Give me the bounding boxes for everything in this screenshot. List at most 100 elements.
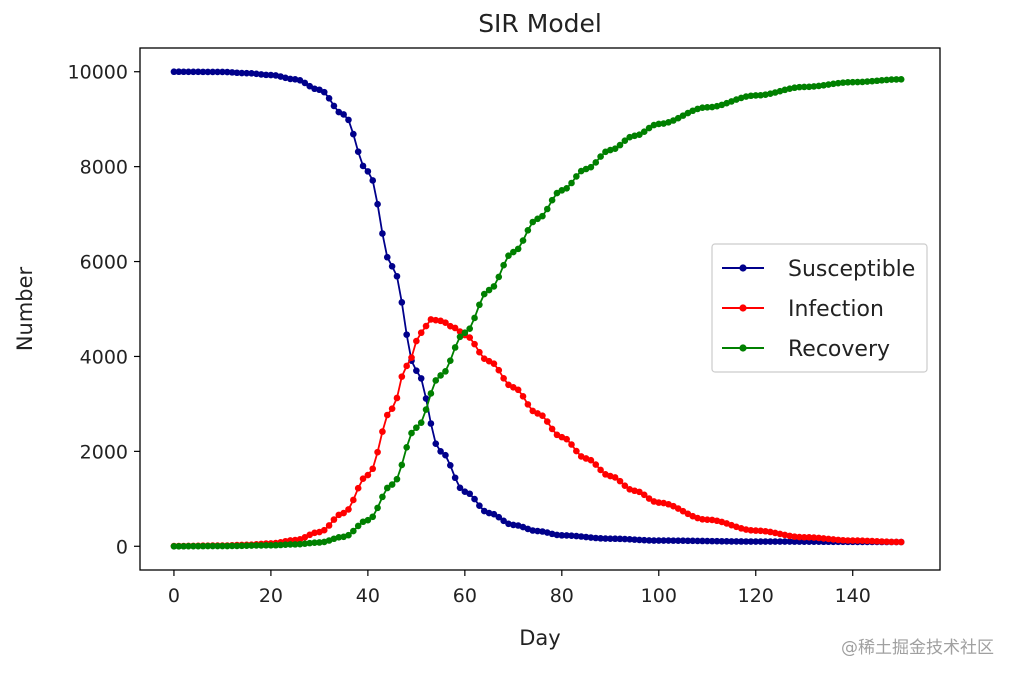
data-point <box>645 537 653 544</box>
data-point <box>199 68 207 76</box>
data-point <box>471 314 478 322</box>
data-point <box>694 537 701 545</box>
data-point <box>204 68 212 76</box>
data-point <box>820 535 827 542</box>
data-point <box>767 538 774 545</box>
data-point <box>757 527 764 535</box>
data-point <box>568 179 575 187</box>
data-point <box>888 538 895 546</box>
data-point <box>311 539 318 546</box>
data-point <box>233 69 241 77</box>
data-point <box>703 537 711 545</box>
data-point <box>214 68 221 76</box>
data-point <box>340 509 347 517</box>
data-point <box>718 537 726 545</box>
data-point <box>383 484 391 492</box>
data-point <box>330 102 338 110</box>
data-point <box>883 538 890 546</box>
data-point <box>209 68 217 76</box>
data-point <box>592 461 600 468</box>
data-point <box>364 168 372 175</box>
data-point <box>432 316 440 324</box>
data-point <box>587 163 595 171</box>
data-point <box>466 490 474 498</box>
data-point <box>723 538 730 545</box>
data-point <box>534 527 541 535</box>
data-point <box>476 502 483 509</box>
data-point <box>897 76 905 83</box>
data-point <box>510 384 517 391</box>
data-point <box>345 506 352 513</box>
data-point <box>422 406 430 413</box>
data-point <box>413 337 420 345</box>
data-point <box>233 542 241 550</box>
data-point <box>733 538 740 545</box>
data-point <box>296 540 304 548</box>
data-point <box>374 448 381 456</box>
data-point <box>408 429 415 437</box>
data-point <box>383 253 391 261</box>
data-point <box>379 428 386 435</box>
data-point <box>568 441 575 448</box>
data-point <box>573 173 580 180</box>
data-point <box>893 538 900 546</box>
x-tick-label: 80 <box>550 585 574 607</box>
data-point <box>190 68 197 76</box>
data-point <box>548 425 556 433</box>
data-point <box>529 218 537 226</box>
data-point <box>320 526 328 534</box>
y-tick-label: 8000 <box>80 157 128 179</box>
data-point <box>820 81 827 89</box>
data-point <box>524 227 532 234</box>
data-point <box>553 189 561 197</box>
data-point <box>699 515 706 523</box>
data-point <box>577 533 585 540</box>
data-point <box>830 80 837 88</box>
data-point <box>175 542 183 550</box>
data-point <box>568 532 575 539</box>
series-susceptible <box>170 68 905 546</box>
legend-item-susceptible: Susceptible <box>722 257 915 282</box>
plot-layer <box>170 68 905 550</box>
data-point <box>757 91 764 99</box>
data-point <box>602 535 609 542</box>
data-point <box>417 329 425 337</box>
data-point <box>369 465 377 473</box>
data-point <box>747 92 755 100</box>
data-point <box>359 475 367 483</box>
data-point <box>257 71 265 78</box>
data-point <box>679 112 687 119</box>
x-tick-label: 140 <box>835 585 871 607</box>
data-point <box>437 448 444 455</box>
data-point <box>219 542 226 550</box>
data-point <box>655 537 663 544</box>
data-point <box>514 386 522 394</box>
data-point <box>810 83 818 90</box>
data-point <box>393 475 401 483</box>
y-tick-label: 10000 <box>68 62 128 84</box>
data-point <box>306 82 314 90</box>
data-point <box>684 537 692 545</box>
data-point <box>476 348 483 356</box>
data-point <box>427 420 435 427</box>
data-point <box>374 200 381 208</box>
data-point <box>883 76 890 84</box>
data-point <box>728 538 735 545</box>
data-point <box>859 537 866 545</box>
data-point <box>597 153 604 160</box>
data-point <box>573 532 580 540</box>
data-point <box>805 83 813 91</box>
data-point <box>868 537 876 545</box>
data-point <box>393 272 401 280</box>
data-point <box>825 535 832 543</box>
data-point <box>679 507 687 515</box>
data-point <box>480 355 488 363</box>
data-point <box>427 316 435 323</box>
data-point <box>495 366 503 374</box>
data-point <box>791 84 798 92</box>
data-point <box>272 541 280 549</box>
data-point <box>364 516 372 524</box>
data-point <box>670 537 677 544</box>
data-point <box>674 537 682 544</box>
data-point <box>238 542 246 550</box>
